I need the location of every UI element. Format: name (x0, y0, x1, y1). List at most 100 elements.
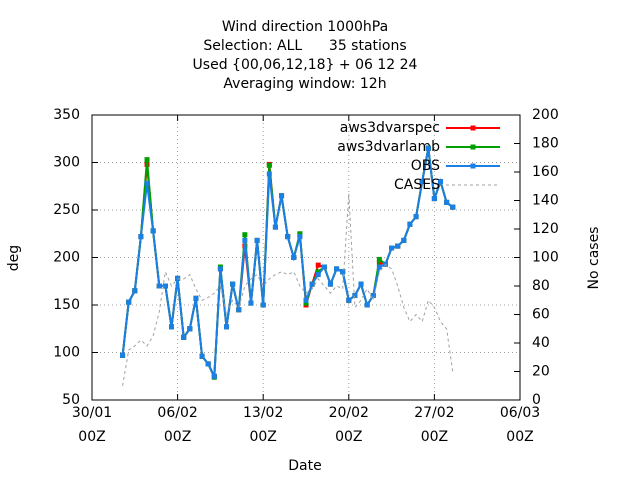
data-point (315, 269, 321, 275)
x-tick-label-line: 00Z (421, 429, 448, 445)
data-point (303, 297, 309, 303)
data-point (376, 256, 382, 262)
data-point (260, 302, 266, 308)
data-point (162, 283, 168, 289)
data-point (315, 272, 321, 278)
x-axis-label: Date (288, 458, 321, 474)
data-point (230, 281, 236, 287)
data-point (181, 334, 187, 340)
y-tick-label: 200 (53, 250, 80, 266)
legend-label: aws3dvarspec (340, 120, 440, 136)
data-point (297, 234, 303, 240)
data-point (138, 234, 144, 240)
data-point (224, 324, 230, 330)
x-tick-label-line: 00Z (506, 429, 533, 445)
y2-axis-label: No cases (586, 227, 602, 290)
legend-marker (470, 144, 476, 150)
data-point (248, 300, 254, 306)
x-tick-label-line: 00Z (164, 429, 191, 445)
data-point (297, 231, 303, 237)
data-point (407, 221, 413, 227)
data-point (132, 288, 138, 294)
legend-label: CASES (394, 177, 440, 193)
data-point (340, 269, 346, 275)
data-point (376, 264, 382, 270)
data-point (450, 204, 456, 210)
data-point (438, 179, 444, 184)
chart-title: Wind direction 1000hPa (222, 19, 388, 35)
legend-marker (470, 125, 476, 131)
y2-tick-label: 100 (532, 250, 559, 266)
data-point (242, 232, 248, 238)
data-point (144, 180, 150, 186)
data-point (425, 145, 431, 151)
legend-label: OBS (411, 158, 440, 174)
x-tick-label: 06/02 00Z (157, 405, 197, 445)
y2-tick-label: 0 (532, 392, 541, 408)
y2-tick-label: 80 (532, 278, 550, 294)
data-point (309, 281, 315, 287)
chart-title: Selection: ALL 35 stations (203, 38, 406, 54)
y2-tick-label: 60 (532, 307, 550, 323)
data-point (334, 266, 340, 272)
data-point (419, 179, 425, 184)
data-point (346, 297, 352, 303)
x-tick-label: 13/02 00Z (243, 405, 283, 445)
x-tick-label-line: 27/02 (414, 405, 454, 421)
data-point (168, 324, 174, 330)
y2-tick-label: 140 (532, 193, 559, 209)
chart-title: Averaging window: 12h (223, 76, 386, 92)
data-point (358, 281, 364, 287)
y-axis-label: deg (6, 245, 22, 271)
x-tick-label-line: 13/02 (243, 405, 283, 421)
y2-tick-label: 120 (532, 221, 559, 237)
data-point (321, 264, 327, 270)
x-tick-label: 06/03 00Z (500, 405, 540, 445)
data-point (236, 307, 242, 313)
data-point (120, 352, 126, 358)
y-tick-label: 100 (53, 345, 80, 361)
data-point (401, 237, 407, 243)
y-tick-label: 150 (53, 297, 80, 313)
x-tick-label: 30/01 00Z (72, 405, 112, 445)
data-point (211, 373, 217, 379)
data-point (254, 237, 260, 243)
data-point (126, 299, 132, 305)
data-point (144, 157, 150, 163)
data-point (413, 214, 419, 220)
data-point (279, 193, 285, 199)
chart-title: Used {00,06,12,18} + 06 12 24 (193, 57, 418, 73)
legend-marker (470, 163, 476, 169)
data-point (431, 196, 437, 202)
y2-tick-label: 20 (532, 364, 550, 380)
data-point (187, 326, 193, 332)
y2-tick-label: 40 (532, 335, 550, 351)
y-tick-label: 250 (53, 202, 80, 218)
data-point (370, 293, 376, 298)
x-tick-label-line: 20/02 (329, 405, 369, 421)
data-point (199, 353, 205, 359)
x-tick-label: 20/02 00Z (329, 405, 369, 445)
x-tick-label-line: 00Z (249, 429, 276, 445)
data-point (205, 361, 211, 367)
data-point (352, 293, 358, 298)
x-tick-label-line: 00Z (78, 429, 105, 445)
data-point (272, 224, 278, 230)
data-point (315, 262, 321, 268)
data-point (444, 199, 450, 205)
data-point (303, 300, 309, 306)
legend-label: aws3dvarlamb (337, 139, 440, 155)
x-tick-label-line: 06/02 (157, 405, 197, 421)
data-point (266, 171, 272, 177)
x-tick-label-line: 00Z (335, 429, 362, 445)
y-tick-label: 50 (62, 392, 80, 408)
x-tick-label: 27/02 00Z (414, 405, 454, 445)
data-point (266, 162, 272, 168)
y-tick-label: 300 (53, 155, 80, 171)
data-point (156, 283, 162, 289)
data-point (285, 234, 291, 240)
data-point (395, 243, 401, 249)
data-point (193, 295, 199, 301)
data-point (364, 302, 370, 308)
